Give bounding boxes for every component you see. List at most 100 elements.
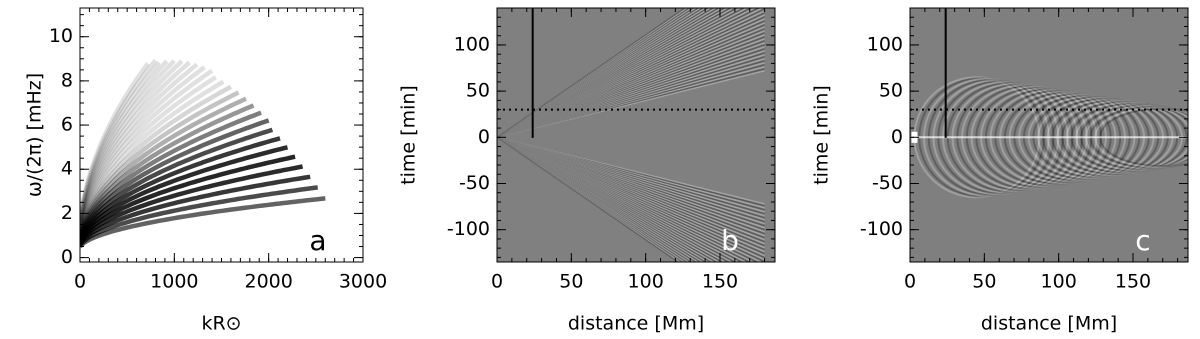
wave-stripe [497, 136, 765, 227]
y-tick-label: -50 [872, 172, 903, 194]
ridge [80, 145, 289, 243]
wave-stripe [497, 34, 765, 138]
wave-stripe [497, 36, 765, 138]
x-tick-label: 0 [491, 271, 503, 293]
x-tick-label: 150 [1115, 271, 1151, 293]
wave-stripe [497, 136, 765, 207]
x-axis-label: distance [Mm] [568, 313, 704, 335]
wave-stripe [497, 136, 765, 253]
wave-stripe [497, 136, 697, 262]
ridge [80, 60, 191, 227]
wave-stripe [497, 20, 765, 138]
wave-stripe [497, 136, 765, 217]
wave-stripe [497, 136, 765, 247]
wave-stripe [497, 46, 765, 138]
wave-stripe [497, 8, 753, 138]
wave-stripe [497, 136, 690, 262]
wave-stripe [497, 8, 761, 138]
x-tick-label: 2000 [244, 271, 292, 293]
wave-stripe [497, 8, 717, 138]
ridge [80, 59, 176, 225]
wave-stripe [497, 16, 765, 138]
ridge [80, 154, 296, 244]
wave-stripe [497, 8, 765, 138]
wave-stripe [497, 8, 691, 138]
wave-stripe [497, 136, 693, 262]
wave-stripe [497, 136, 765, 241]
wave-stripe [497, 8, 765, 138]
ridge [80, 103, 255, 237]
ridge [80, 136, 281, 242]
wave-stripe [497, 8, 702, 138]
ridge [80, 196, 326, 249]
wave-stripe [497, 136, 765, 223]
wave-stripe [497, 8, 739, 138]
x-tick-label: 0 [74, 271, 86, 293]
y-tick-label: 10 [49, 25, 73, 47]
y-axis-label: time [min] [811, 85, 833, 185]
wave-stripe [497, 136, 704, 262]
wave-stripe [497, 136, 765, 239]
wave-stripe [497, 136, 765, 235]
ridge [80, 84, 233, 234]
wave-stripe [497, 136, 765, 215]
wave-stripe [497, 10, 765, 138]
wave-stripe [497, 50, 765, 138]
ridge [80, 127, 274, 240]
wave-stripe [497, 136, 744, 262]
x-tick-label: 100 [1041, 271, 1077, 293]
wave-stripe [497, 136, 707, 262]
wave-stripe [497, 60, 765, 138]
panel-label: b [721, 224, 739, 257]
wave-stripe [497, 136, 765, 255]
x-axis-label: kR⊙ [201, 313, 241, 335]
wave-stripe [497, 8, 689, 138]
wave-stripe [497, 58, 765, 138]
ridge [80, 118, 270, 239]
wave-stripe [497, 136, 765, 209]
wave-stripe [497, 64, 765, 138]
panel-label: a [309, 224, 326, 257]
y-tick-label: 0 [61, 246, 73, 268]
wave-stripe [497, 136, 682, 262]
wave-stripe [497, 8, 749, 138]
y-tick-label: 0 [891, 126, 903, 148]
ridge [80, 59, 169, 224]
wave-stripe [497, 136, 747, 262]
wave-stripe [497, 32, 765, 138]
wave-stripe [497, 8, 693, 138]
wave-stripe [497, 136, 718, 262]
wave-stripe [497, 136, 740, 262]
y-tick-label: -100 [447, 218, 490, 240]
axes-frame [496, 7, 776, 263]
ridge [80, 185, 318, 247]
wave-stripe [497, 136, 715, 262]
wave-stripe [497, 44, 765, 138]
wave-stripe [497, 136, 721, 262]
ridge [80, 164, 304, 245]
y-tick-label: 4 [61, 158, 73, 180]
wave-stripe [497, 24, 765, 138]
wave-stripe [497, 18, 765, 138]
wave-stripe [497, 136, 702, 262]
wave-stripe [497, 136, 765, 205]
wave-stripe [497, 136, 765, 243]
wave-stripe [497, 136, 765, 225]
ridge [80, 61, 161, 223]
wave-stripe [497, 136, 686, 262]
x-tick-label: 50 [559, 271, 583, 293]
wave-stripe [497, 136, 755, 262]
y-tick-label: -100 [860, 218, 903, 240]
wave-stripe [497, 136, 765, 259]
wave-stripe [497, 52, 765, 138]
ridge [80, 96, 247, 236]
y-tick-label: 100 [867, 33, 903, 55]
wave-stripe [497, 28, 765, 138]
wave-stripe [497, 8, 712, 138]
wave-stripe [497, 8, 695, 138]
wave-stripe [497, 136, 688, 262]
wave-stripe [497, 136, 765, 245]
